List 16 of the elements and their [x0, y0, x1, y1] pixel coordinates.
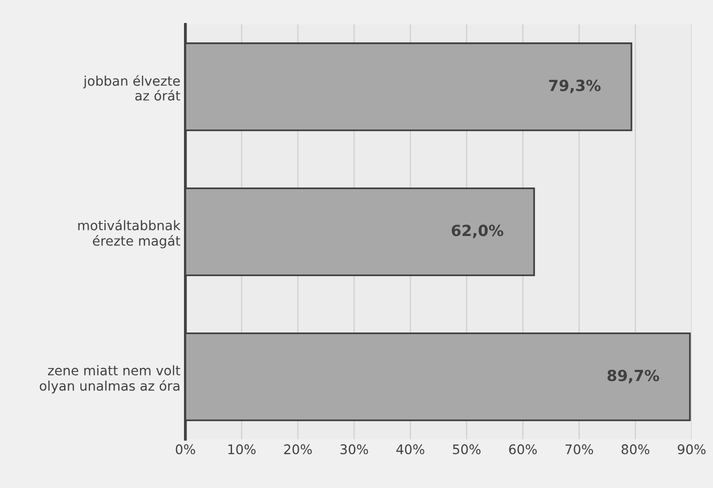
x-tick-label: 40%: [396, 444, 424, 454]
x-tick-label: 50%: [452, 444, 481, 454]
x-tick-label: 80%: [622, 444, 650, 454]
y-tick-label: jobban élvezte az órát: [83, 75, 180, 101]
y-tick-label: motiváltabbnak érezte magát: [78, 220, 180, 248]
x-tick-label: 70%: [566, 444, 594, 454]
x-tick-label: 0%: [176, 444, 196, 454]
x-tick-label: 20%: [284, 444, 312, 454]
x-tick-label: 90%: [678, 444, 706, 454]
x-tick-label: 30%: [340, 444, 368, 454]
data-label: 89,7%: [608, 370, 660, 384]
x-tick-label: 10%: [228, 444, 256, 454]
y-tick-label: zene miatt nem volt olyan unalmas az óra: [40, 365, 180, 394]
data-label: 62,0%: [452, 224, 504, 238]
x-tick-label: 60%: [509, 444, 537, 454]
data-label: 79,3%: [549, 80, 601, 94]
